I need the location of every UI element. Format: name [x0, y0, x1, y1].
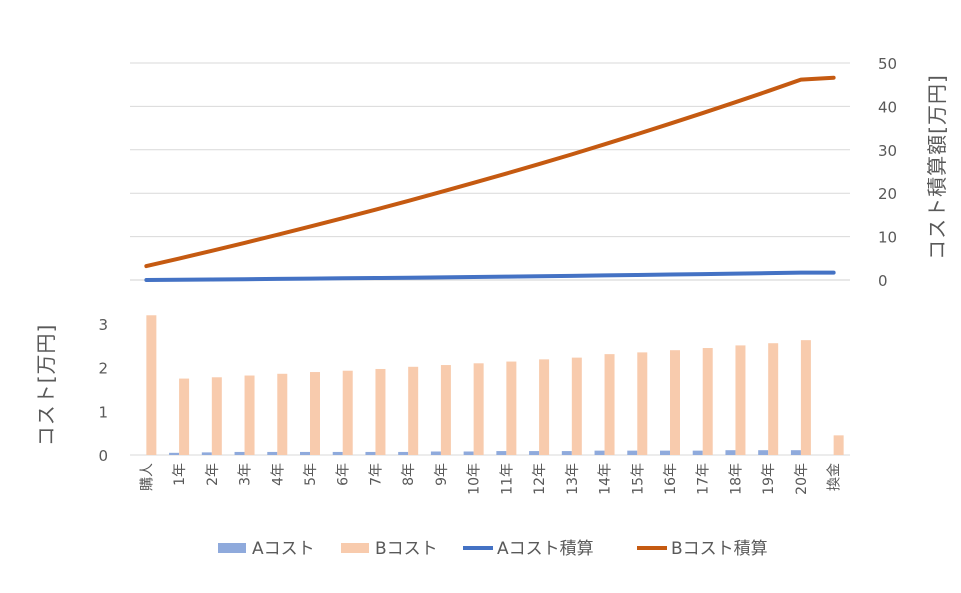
bar-b-cost — [408, 366, 419, 455]
bar-b-cost — [146, 315, 157, 455]
line-series — [144, 75, 836, 282]
bar-a-cost — [660, 450, 670, 455]
category-tick-label: 19年 — [761, 463, 777, 495]
category-tick-label: 14年 — [598, 463, 614, 495]
legend-label: Bコスト積算 — [671, 539, 768, 559]
bar-b-cost — [768, 343, 779, 455]
bar-b-cost — [440, 365, 451, 455]
bar-b-cost — [702, 348, 713, 455]
bar-b-cost — [211, 377, 222, 455]
bar-b-cost — [539, 359, 550, 455]
bar-b-cost — [637, 352, 648, 455]
category-tick-label: 換金 — [827, 463, 843, 491]
bar-b-cost — [179, 378, 190, 455]
category-tick-label: 4年 — [270, 463, 286, 486]
bar-b-cost — [277, 373, 288, 455]
bar-b-cost — [800, 340, 811, 455]
bar-a-cost — [332, 451, 343, 455]
bar-b-cost — [571, 357, 582, 455]
category-tick-label: 2年 — [205, 463, 221, 486]
left-axis-title: コスト[万円] — [34, 324, 58, 447]
axes: 0 10 20 30 40 50 0 1 2 3 購人 1年 2年 3年 4年 5年 6年 7年 8年 9年 10年 11… — [34, 55, 949, 495]
right-axis-tick-label: 20 — [878, 185, 897, 203]
bar-b-cost — [604, 354, 615, 455]
category-tick-label: 17年 — [696, 463, 712, 495]
bar-a-cost — [169, 452, 180, 455]
legend-label: Bコスト — [375, 539, 438, 559]
left-axis-tick-label: 0 — [98, 447, 108, 465]
category-tick-label: 9年 — [434, 463, 450, 486]
bar-a-cost — [692, 450, 703, 455]
bar-b-cost — [506, 361, 517, 455]
legend-swatch — [341, 543, 369, 553]
line-b-cumulative — [144, 75, 836, 269]
line-a-cumulative — [144, 270, 836, 282]
bar-a-cost — [463, 451, 474, 455]
bar-b-cost — [833, 435, 844, 455]
bar-a-cost — [365, 451, 376, 455]
bar-a-cost — [561, 451, 572, 455]
bar-a-cost — [529, 451, 540, 455]
bar-a-cost — [725, 450, 736, 455]
category-tick-label: 6年 — [336, 463, 352, 486]
right-axis-tick-label: 30 — [878, 142, 897, 160]
bar-b-cost — [342, 370, 353, 455]
category-tick-label: 11年 — [499, 463, 515, 495]
bar-a-cost — [627, 450, 638, 455]
bar-a-cost — [594, 450, 605, 455]
bar-a-cost — [496, 451, 507, 455]
bar-a-cost — [234, 451, 245, 455]
right-axis-tick-label: 50 — [878, 55, 897, 73]
legend-swatch — [218, 543, 246, 553]
bar-b-cost — [310, 372, 320, 455]
category-tick-label: 20年 — [794, 463, 810, 495]
right-axis-tick-label: 0 — [878, 272, 888, 290]
category-tick-label: 18年 — [728, 463, 744, 495]
bar-a-cost — [300, 451, 310, 455]
category-tick-label: 15年 — [630, 463, 646, 495]
category-tick-label: 7年 — [368, 463, 384, 486]
right-axis-tick-label: 40 — [878, 98, 897, 116]
category-tick-label: 3年 — [238, 463, 254, 486]
left-axis-tick-label: 3 — [98, 316, 108, 334]
right-axis-title: コスト積算額[万円] — [925, 74, 949, 260]
bar-b-cost — [375, 368, 386, 455]
category-tick-label: 13年 — [565, 463, 581, 495]
bar-b-cost — [473, 363, 484, 455]
bar-a-cost — [201, 452, 212, 455]
legend-label: Aコスト積算 — [497, 539, 594, 559]
bar-b-cost — [244, 375, 255, 455]
left-axis-tick-label: 2 — [98, 360, 108, 378]
category-tick-label: 購人 — [139, 463, 155, 491]
bar-a-cost — [758, 450, 769, 455]
category-tick-label: 1年 — [172, 463, 188, 486]
category-tick-label: 5年 — [303, 463, 319, 486]
bar-a-cost — [398, 451, 409, 455]
category-tick-label: 10年 — [467, 463, 483, 495]
right-axis-tick-label: 10 — [878, 229, 897, 247]
bar-b-cost — [735, 345, 746, 455]
bar-a-cost — [430, 451, 441, 455]
category-tick-label: 12年 — [532, 463, 548, 495]
bar-a-cost — [267, 451, 278, 455]
category-tick-label: 8年 — [401, 463, 417, 486]
bar-series — [146, 315, 844, 455]
legend: Aコスト Bコスト Aコスト積算 Bコスト積算 — [218, 539, 768, 559]
legend-label: Aコスト — [252, 539, 315, 559]
left-axis-tick-label: 1 — [98, 403, 108, 421]
category-tick-label: 16年 — [663, 463, 679, 495]
bar-a-cost — [790, 450, 801, 455]
bar-b-cost — [670, 350, 680, 455]
